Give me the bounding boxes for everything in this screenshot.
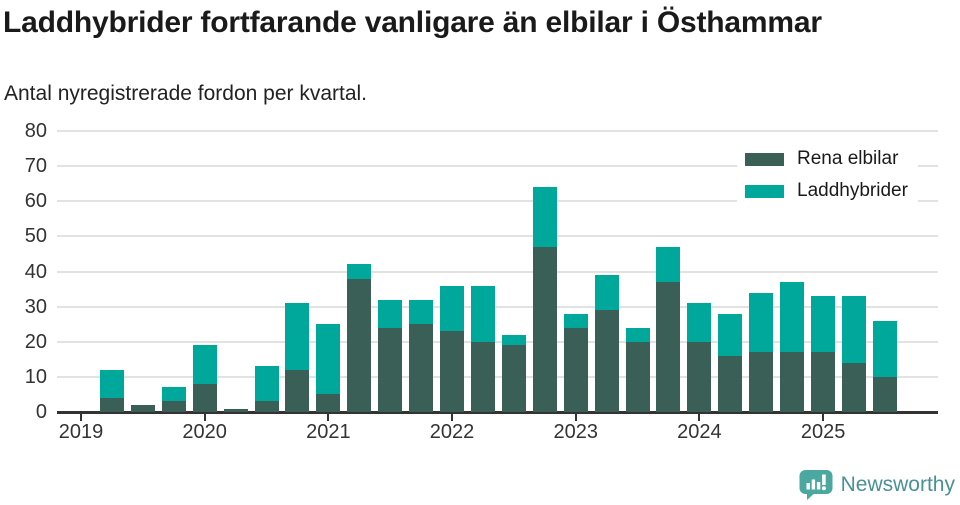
x-tick-2023	[574, 414, 577, 421]
gridline-20	[57, 340, 938, 343]
x-tick-2021	[327, 414, 330, 421]
x-axis-label-2025: 2025	[800, 421, 846, 443]
legend-label: Laddhybrider	[797, 180, 908, 201]
bar-2021-q2-laddhybrider	[347, 264, 372, 279]
legend-item-laddhybrider: Laddhybrider	[745, 180, 908, 202]
bar-2019-q4-rena-elbilar	[161, 401, 186, 412]
y-axis-label-0: 0	[35, 401, 47, 423]
gridline-70	[57, 165, 938, 168]
bar-2019-q2-rena-elbilar	[99, 397, 124, 412]
bar-2020-q1-rena-elbilar	[192, 383, 217, 412]
bar-2025-q2-rena-elbilar	[842, 362, 866, 412]
legend-item-rena-elbilar: Rena elbilar	[745, 148, 908, 170]
bar-2024-q4-rena-elbilar	[780, 352, 805, 412]
bar-2024-q3-laddhybrider	[749, 292, 774, 353]
gridline-40	[57, 270, 938, 273]
x-axis-label-2021: 2021	[306, 421, 351, 443]
bar-2023-q2-rena-elbilar	[594, 310, 619, 412]
bar-2020-q3-rena-elbilar	[254, 401, 279, 412]
bar-2020-q2-rena-elbilar	[223, 408, 248, 412]
bar-2025-q1-rena-elbilar	[811, 352, 836, 412]
bar-2022-q4-rena-elbilar	[532, 246, 557, 412]
bar-2023-q4-rena-elbilar	[656, 282, 681, 412]
gridline-80	[57, 130, 938, 132]
y-axis-label-80: 80	[24, 120, 47, 142]
bar-2021-q4-laddhybrider	[409, 299, 434, 325]
newsworthy-branding: Newsworthy	[798, 469, 955, 501]
bar-2023-q3-laddhybrider	[625, 327, 650, 342]
gridline-60	[57, 200, 938, 203]
y-axis-label-20: 20	[24, 330, 47, 353]
bar-2021-q1-laddhybrider	[316, 324, 341, 395]
bar-2020-q4-laddhybrider	[285, 303, 310, 370]
bar-2025-q1-laddhybrider	[811, 296, 836, 353]
x-axis-label-2024: 2024	[677, 421, 722, 443]
bar-2025-q3-laddhybrider	[872, 320, 897, 377]
x-tick-2019	[80, 414, 82, 421]
bar-2024-q1-rena-elbilar	[687, 341, 712, 412]
bar-2025-q3-rena-elbilar	[872, 376, 897, 412]
y-axis-label-10: 10	[24, 365, 47, 388]
bar-2023-q2-laddhybrider	[594, 275, 619, 311]
bar-2020-q3-laddhybrider	[254, 366, 279, 402]
bar-2022-q2-rena-elbilar	[470, 341, 495, 412]
gridline-30	[57, 305, 938, 308]
x-axis-line	[57, 411, 938, 414]
plot-area	[57, 130, 938, 414]
legend-label: Rena elbilar	[797, 148, 899, 169]
x-axis-label-2023: 2023	[553, 421, 598, 443]
bar-2021-q4-rena-elbilar	[409, 324, 434, 412]
bar-2022-q2-laddhybrider	[470, 285, 495, 342]
bar-2023-q4-laddhybrider	[656, 246, 681, 283]
x-axis-label-2020: 2020	[182, 421, 227, 443]
bar-2020-q4-rena-elbilar	[285, 369, 310, 412]
chart-legend: Rena elbilar Laddhybrider	[737, 144, 918, 208]
gridline-50	[57, 235, 938, 238]
bar-2022-q3-rena-elbilar	[501, 345, 526, 412]
bar-2021-q1-rena-elbilar	[316, 394, 341, 412]
bar-2021-q3-rena-elbilar	[378, 327, 403, 412]
y-axis-label-50: 50	[24, 225, 47, 248]
bar-2025-q2-laddhybrider	[842, 296, 866, 363]
bar-2024-q2-laddhybrider	[718, 313, 743, 356]
bar-2022-q3-laddhybrider	[501, 334, 526, 346]
bar-2021-q3-laddhybrider	[378, 299, 403, 328]
brand-name: Newsworthy	[840, 473, 955, 496]
x-tick-2022	[451, 414, 454, 421]
bar-2023-q3-rena-elbilar	[625, 341, 650, 412]
legend-swatch-rena-elbilar	[745, 152, 784, 166]
bar-2023-q1-laddhybrider	[563, 313, 588, 328]
x-tick-2025	[822, 414, 825, 421]
legend-swatch-laddhybrider	[745, 184, 784, 198]
bar-2020-q1-laddhybrider	[192, 345, 217, 384]
y-axis-label-40: 40	[24, 260, 47, 283]
chart-title: Laddhybrider fortfarande vanligare än el…	[3, 6, 822, 39]
chart-subtitle: Antal nyregistrerade fordon per kvartal.	[4, 82, 368, 105]
bar-2024-q2-rena-elbilar	[718, 355, 743, 412]
bar-2022-q1-rena-elbilar	[440, 331, 465, 412]
bar-2022-q1-laddhybrider	[440, 285, 465, 332]
x-tick-2024	[698, 414, 701, 421]
bar-2021-q2-rena-elbilar	[347, 278, 372, 412]
x-axis-label-2022: 2022	[429, 421, 475, 443]
newsworthy-logo-icon	[799, 470, 833, 500]
y-axis-label-70: 70	[24, 155, 47, 178]
bar-2023-q1-rena-elbilar	[563, 327, 588, 412]
bar-2024-q4-laddhybrider	[780, 282, 805, 353]
gridline-10	[57, 375, 938, 378]
bar-2024-q3-rena-elbilar	[749, 352, 774, 412]
x-tick-2020	[203, 414, 206, 421]
bar-2024-q1-laddhybrider	[687, 303, 712, 342]
x-axis-label-2019: 2019	[58, 421, 104, 443]
y-axis-label-60: 60	[24, 190, 47, 213]
bar-2022-q4-laddhybrider	[532, 187, 557, 247]
bar-2019-q2-laddhybrider	[99, 369, 124, 398]
y-axis-label-30: 30	[24, 295, 47, 318]
bar-2019-q3-rena-elbilar	[130, 404, 155, 412]
bar-2019-q4-laddhybrider	[161, 387, 186, 402]
